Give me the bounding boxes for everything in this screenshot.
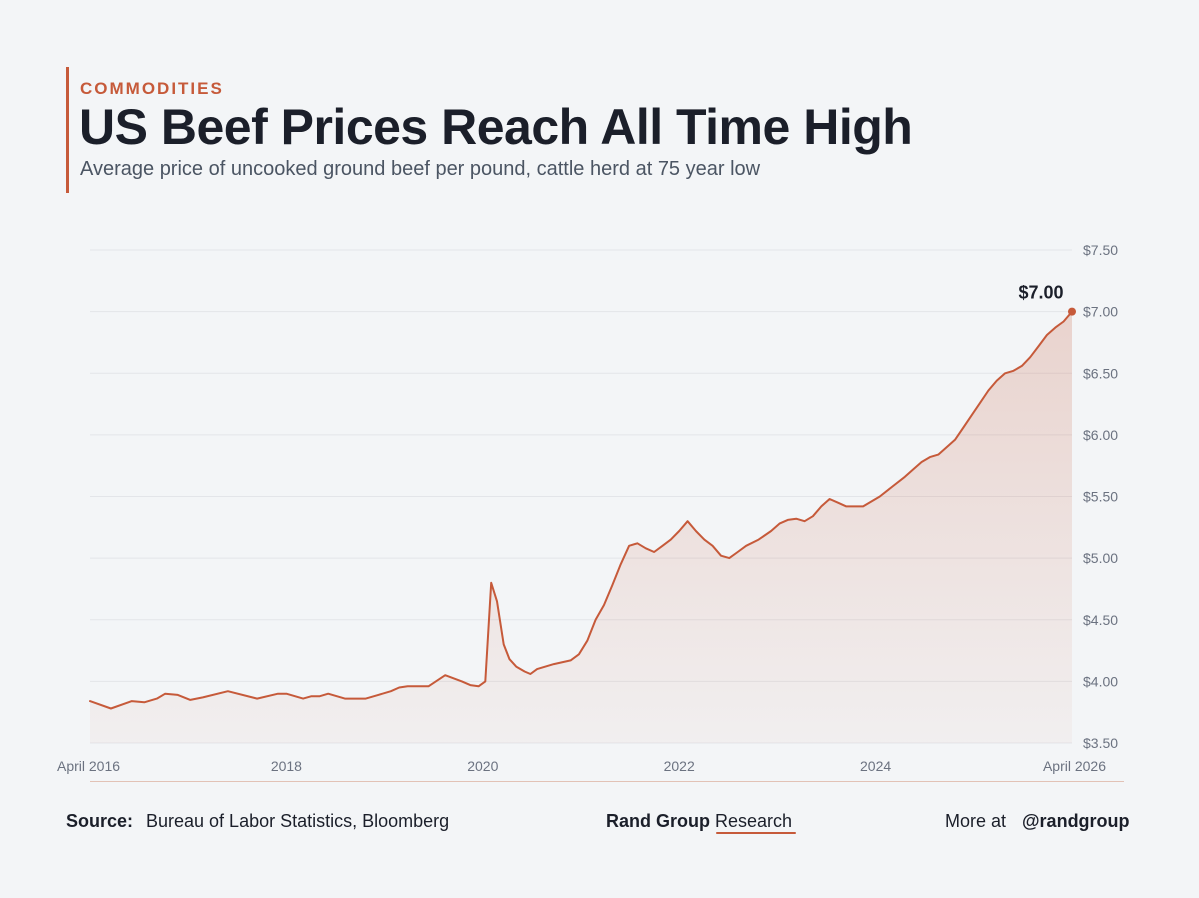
header-kicker: COMMODITIES bbox=[80, 79, 224, 98]
y-tick-label: $7.50 bbox=[1083, 242, 1118, 258]
more-label: More at bbox=[945, 811, 1007, 831]
brand-logo: Rand Group Research bbox=[606, 811, 792, 832]
source-text: Bureau of Labor Statistics, Bloomberg bbox=[146, 811, 450, 831]
x-tick-label: 2020 bbox=[467, 758, 498, 774]
price-line bbox=[89, 310, 1073, 710]
source-label: Source: bbox=[66, 811, 134, 831]
social-handle[interactable]: @randgroup bbox=[1022, 811, 1130, 831]
x-tick-label: 2022 bbox=[664, 758, 695, 774]
y-tick-label: $6.50 bbox=[1083, 365, 1118, 381]
y-axis-labels: $7.50 $7.00 $6.50 $6.00 $5.50 $5.00 $4.50 $4.00… bbox=[1083, 242, 1118, 751]
y-tick-label: $3.50 bbox=[1083, 735, 1118, 751]
page-title: US Beef Prices Reach All Time High bbox=[79, 99, 913, 155]
y-tick-label: $6.00 bbox=[1083, 427, 1118, 443]
y-tick-label: $4.00 bbox=[1083, 673, 1118, 689]
x-tick-label: 2018 bbox=[271, 758, 302, 774]
brand-suffix: Research bbox=[715, 811, 793, 831]
y-tick-label: $5.00 bbox=[1083, 550, 1118, 566]
end-value-label: $7.00 bbox=[1018, 283, 1063, 303]
y-tick-label: $4.50 bbox=[1083, 612, 1118, 628]
y-tick-label: $7.00 bbox=[1083, 304, 1118, 320]
header-accent-bar bbox=[66, 67, 69, 193]
end-point-marker bbox=[1068, 307, 1076, 316]
page-subtitle: Average price of uncooked ground beef pe… bbox=[80, 158, 761, 180]
x-tick-label: April 2026 bbox=[1043, 758, 1106, 774]
x-tick-label: 2024 bbox=[860, 758, 891, 774]
x-axis-labels: April 2016 2018 2020 2022 2024 April 2026 bbox=[57, 758, 1106, 774]
footer-divider bbox=[90, 781, 1124, 782]
brand-name: Rand Group bbox=[606, 811, 710, 831]
y-tick-label: $5.50 bbox=[1083, 489, 1118, 505]
price-area bbox=[90, 311, 1072, 743]
x-tick-label: April 2016 bbox=[57, 758, 120, 774]
brand-underline bbox=[716, 832, 796, 834]
